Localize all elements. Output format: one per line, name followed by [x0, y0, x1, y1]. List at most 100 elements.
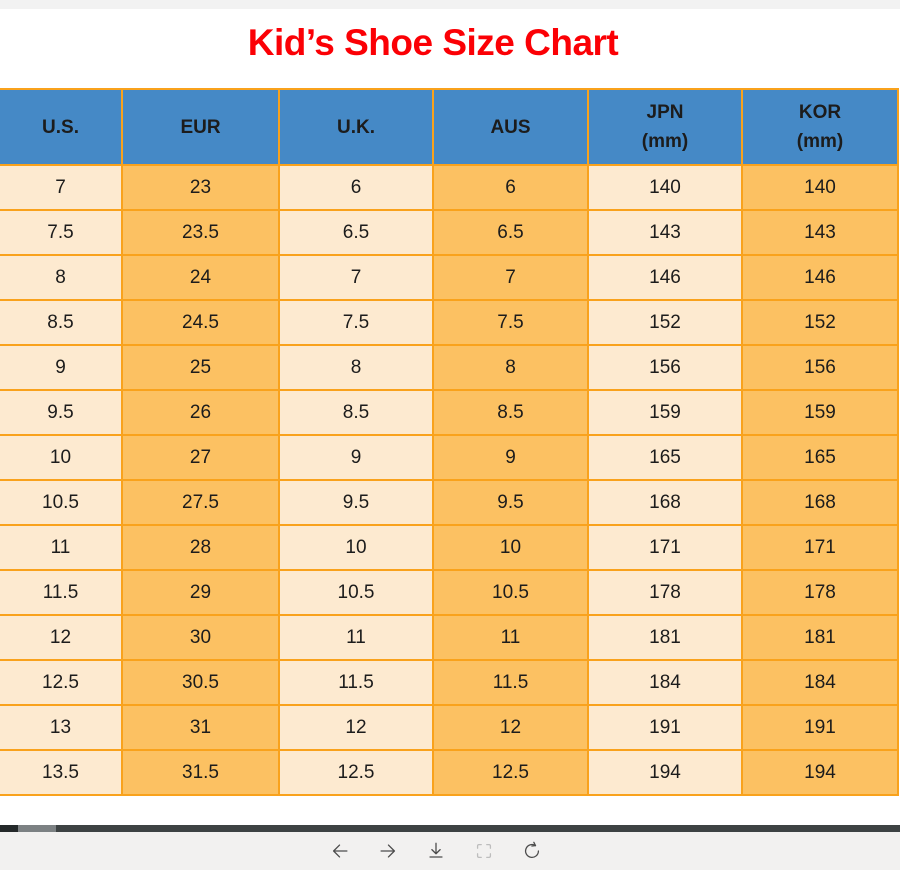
table-cell: 12 [432, 704, 589, 751]
forward-icon [377, 840, 399, 862]
table-row: 8.5 24.5 7.5 7.5 152 152 [0, 299, 899, 346]
table-cell: 11 [278, 614, 434, 661]
download-button[interactable] [425, 840, 447, 862]
table-cell: 156 [587, 344, 743, 391]
horizontal-scrollbar[interactable] [0, 825, 900, 832]
table-cell: 165 [587, 434, 743, 481]
table-cell: 8 [278, 344, 434, 391]
col-header-label: EUR [180, 116, 221, 138]
col-header-label: U.S. [42, 116, 79, 138]
table-cell: 7 [0, 164, 123, 211]
col-header-label: AUS [490, 116, 531, 138]
table-cell: 191 [587, 704, 743, 751]
scrollbar-thumb[interactable] [18, 825, 56, 832]
col-header-kor: KOR (mm) [741, 88, 899, 166]
table-row: 9 25 8 8 156 156 [0, 344, 899, 391]
table-cell: 168 [741, 479, 899, 526]
table-cell: 10.5 [278, 569, 434, 616]
table-cell: 6.5 [432, 209, 589, 256]
col-header-us: U.S. [0, 88, 123, 166]
table-cell: 29 [121, 569, 280, 616]
table-row: 13.5 31.5 12.5 12.5 194 194 [0, 749, 899, 796]
refresh-icon [521, 840, 543, 862]
table-cell: 9 [432, 434, 589, 481]
table-cell: 9.5 [432, 479, 589, 526]
table-cell: 178 [741, 569, 899, 616]
table-cell: 146 [587, 254, 743, 301]
table-cell: 30.5 [121, 659, 280, 706]
table-cell: 7.5 [278, 299, 434, 346]
table-cell: 30 [121, 614, 280, 661]
table-cell: 171 [741, 524, 899, 571]
table-cell: 165 [741, 434, 899, 481]
table-row: 7.5 23.5 6.5 6.5 143 143 [0, 209, 899, 256]
fit-to-screen-button[interactable] [473, 840, 495, 862]
table-cell: 9.5 [278, 479, 434, 526]
table-cell: 12.5 [0, 659, 123, 706]
table-row: 13 31 12 12 191 191 [0, 704, 899, 751]
table-cell: 12 [0, 614, 123, 661]
table-cell: 7.5 [432, 299, 589, 346]
col-header-uk: U.K. [278, 88, 434, 166]
table-cell: 6 [432, 164, 589, 211]
table-cell: 11 [0, 524, 123, 571]
table-cell: 23 [121, 164, 280, 211]
col-header-jpn: JPN (mm) [587, 88, 743, 166]
table-row: 9.5 26 8.5 8.5 159 159 [0, 389, 899, 436]
col-header-aus: AUS [432, 88, 589, 166]
table-cell: 24.5 [121, 299, 280, 346]
table-cell: 146 [741, 254, 899, 301]
download-icon [425, 840, 447, 862]
table-cell: 184 [741, 659, 899, 706]
table-cell: 31.5 [121, 749, 280, 796]
table-cell: 8 [432, 344, 589, 391]
table-cell: 194 [741, 749, 899, 796]
top-strip [0, 0, 900, 9]
table-cell: 194 [587, 749, 743, 796]
table-row: 12 30 11 11 181 181 [0, 614, 899, 661]
table-cell: 25 [121, 344, 280, 391]
table-cell: 9.5 [0, 389, 123, 436]
table-cell: 24 [121, 254, 280, 301]
col-header-label: U.K. [337, 116, 375, 138]
table-cell: 156 [741, 344, 899, 391]
table-cell: 7 [278, 254, 434, 301]
table-cell: 168 [587, 479, 743, 526]
chart-title: Kid’s Shoe Size Chart [247, 22, 619, 63]
table-cell: 10 [0, 434, 123, 481]
table-cell: 6.5 [278, 209, 434, 256]
table-cell: 10.5 [0, 479, 123, 526]
table-cell: 11 [432, 614, 589, 661]
table-cell: 191 [741, 704, 899, 751]
table-cell: 13.5 [0, 749, 123, 796]
refresh-button[interactable] [521, 840, 543, 862]
table-cell: 8 [0, 254, 123, 301]
col-header-sub: (mm) [641, 131, 689, 152]
table-cell: 8.5 [278, 389, 434, 436]
table-cell: 31 [121, 704, 280, 751]
table-row: 8 24 7 7 146 146 [0, 254, 899, 301]
forward-button[interactable] [377, 840, 399, 862]
table-row: 11.5 29 10.5 10.5 178 178 [0, 569, 899, 616]
table-cell: 8.5 [432, 389, 589, 436]
table-cell: 11.5 [432, 659, 589, 706]
table-cell: 181 [587, 614, 743, 661]
col-header-label: KOR [798, 102, 842, 123]
table-cell: 184 [587, 659, 743, 706]
table-cell: 143 [741, 209, 899, 256]
back-button[interactable] [329, 840, 351, 862]
table-cell: 6 [278, 164, 434, 211]
table-cell: 7.5 [0, 209, 123, 256]
table-cell: 11.5 [0, 569, 123, 616]
fit-to-screen-icon [473, 840, 495, 862]
table-row: 7 23 6 6 140 140 [0, 164, 899, 211]
viewer-toolbar [0, 832, 900, 870]
col-header-eur: EUR [121, 88, 280, 166]
scrollbar-track-cap [0, 825, 18, 832]
table-cell: 23.5 [121, 209, 280, 256]
table-cell: 10 [278, 524, 434, 571]
table-cell: 12.5 [278, 749, 434, 796]
table-cell: 10 [432, 524, 589, 571]
table-row: 10 27 9 9 165 165 [0, 434, 899, 481]
header-row: U.S. EUR U.K. AUS JPN (mm) KOR (mm) [0, 88, 899, 166]
